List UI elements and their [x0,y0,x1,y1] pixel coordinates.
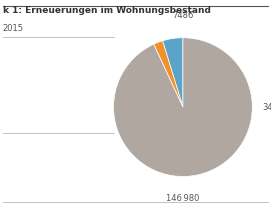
Text: k 1: Erneuerungen im Wohnungsbestand: k 1: Erneuerungen im Wohnungsbestand [3,6,211,15]
Text: 146 980: 146 980 [166,194,200,203]
Wedge shape [114,38,252,176]
Text: 345: 345 [263,103,271,112]
Wedge shape [154,41,183,107]
Text: 2015: 2015 [3,24,24,33]
Wedge shape [163,38,183,107]
Text: 7486: 7486 [172,11,193,20]
